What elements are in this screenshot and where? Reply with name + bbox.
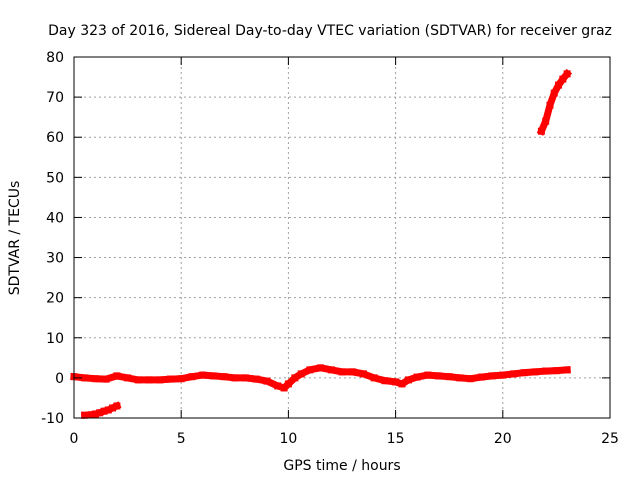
y-tick-label: 20 — [46, 291, 64, 307]
series-1 — [81, 401, 122, 419]
data-point — [100, 407, 108, 415]
y-axis-label: SDTVAR / TECUs — [7, 181, 23, 296]
y-tick-label: 50 — [46, 170, 64, 186]
data-point — [563, 70, 571, 78]
data-point — [550, 89, 558, 97]
data-point — [274, 382, 282, 390]
data-point — [231, 374, 239, 382]
data-point — [297, 370, 305, 378]
data-point — [392, 378, 400, 386]
y-tick-label: 30 — [46, 251, 64, 267]
data-point — [563, 366, 571, 374]
x-tick-label: 25 — [601, 431, 619, 447]
data-point — [327, 366, 335, 374]
data-point — [124, 374, 132, 382]
data-point — [542, 367, 550, 375]
data-point — [537, 127, 545, 135]
data-point — [398, 380, 406, 388]
y-tick-label: -10 — [41, 411, 64, 427]
y-tick-label: 40 — [46, 210, 64, 226]
plot-frame — [73, 56, 611, 419]
grid — [74, 57, 610, 418]
data-point — [220, 373, 228, 381]
data-point — [252, 375, 260, 383]
data-point — [284, 380, 292, 388]
data-point — [546, 101, 554, 109]
x-tick-label: 0 — [70, 431, 79, 447]
data-point — [145, 376, 153, 384]
series-layer — [70, 68, 573, 419]
data-point — [113, 402, 121, 410]
data-point — [552, 367, 560, 375]
x-tick-label: 10 — [279, 431, 297, 447]
data-point — [381, 377, 389, 385]
data-point — [199, 371, 207, 379]
data-point — [81, 411, 89, 419]
data-point — [559, 75, 567, 83]
data-point — [177, 375, 185, 383]
data-point — [510, 370, 518, 378]
y-tick-label: 80 — [46, 50, 64, 66]
x-axis-label: GPS time / hours — [283, 458, 400, 474]
x-tick-label: 20 — [494, 431, 512, 447]
ticks: 0 5 10 15 20 25 -10 0 10 20 30 40 50 60 70 80 — [41, 50, 619, 447]
data-point — [456, 374, 464, 382]
y-tick-label: 10 — [46, 331, 64, 347]
data-point — [166, 375, 174, 383]
y-tick-label: 70 — [46, 90, 64, 106]
y-tick-label: 60 — [46, 130, 64, 146]
data-point — [263, 377, 271, 385]
x-tick-label: 5 — [177, 431, 186, 447]
data-point — [81, 374, 89, 382]
data-point — [91, 375, 99, 383]
data-point — [96, 409, 104, 417]
data-point — [134, 376, 142, 384]
data-point — [531, 368, 539, 376]
data-point — [555, 81, 563, 89]
data-point — [488, 372, 496, 380]
data-point — [424, 371, 432, 379]
data-point — [370, 374, 378, 382]
data-point — [338, 368, 346, 376]
data-point — [349, 368, 357, 376]
data-point — [499, 371, 507, 379]
data-point — [156, 376, 164, 384]
data-point — [477, 373, 485, 381]
data-point — [242, 374, 250, 382]
data-point — [413, 373, 421, 381]
data-point — [467, 375, 475, 383]
data-point — [317, 364, 325, 372]
data-point — [209, 372, 217, 380]
data-point — [280, 384, 288, 392]
data-point — [434, 372, 442, 380]
chart-title: Day 323 of 2016, Sidereal Day-to-day VTE… — [48, 23, 612, 39]
data-point — [104, 406, 112, 414]
data-point — [91, 410, 99, 418]
data-point — [113, 372, 121, 380]
data-point — [445, 373, 453, 381]
y-tick-label: 0 — [55, 371, 64, 387]
data-point — [359, 370, 367, 378]
x-tick-label: 15 — [387, 431, 405, 447]
data-point — [188, 373, 196, 381]
data-point — [109, 404, 117, 412]
data-point — [291, 374, 299, 382]
data-point — [542, 117, 550, 125]
data-point — [404, 376, 412, 384]
data-point — [520, 369, 528, 377]
series-0 — [70, 364, 571, 392]
data-point — [306, 366, 314, 374]
series-2 — [536, 68, 573, 136]
data-point — [102, 375, 110, 383]
data-point — [87, 411, 95, 419]
